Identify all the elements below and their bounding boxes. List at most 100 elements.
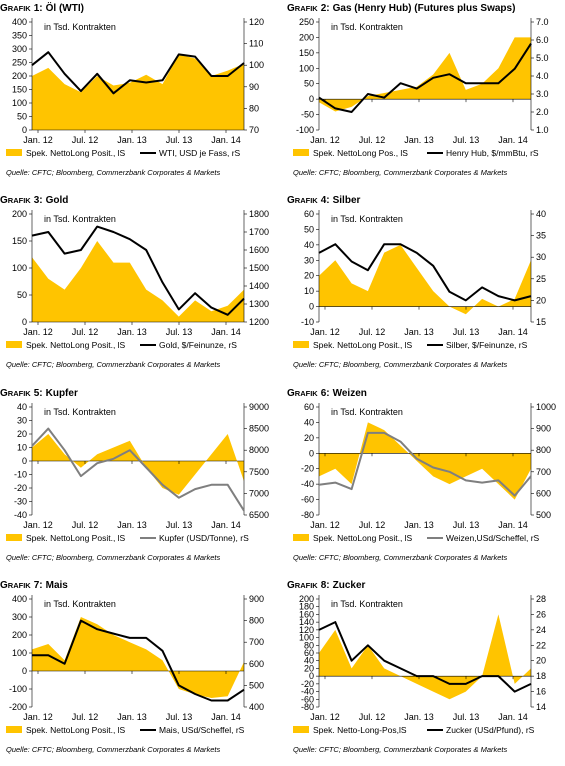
x-tick-label: Jul. 13 [453,135,480,145]
right-tick-label: 35 [536,231,546,241]
unit-label: in Tsd. Kontrakten [44,22,116,32]
right-tick-label: 24 [536,625,546,635]
right-tick-label: 5.0 [536,53,549,63]
right-tick-label: 7500 [249,467,269,477]
right-tick-label: 1.0 [536,125,549,135]
x-tick-label: Jan. 13 [404,712,434,722]
right-tick-label: 7000 [249,488,269,498]
x-tick-label: Jul. 12 [359,520,386,530]
x-tick-label: Jan. 13 [117,712,147,722]
chart-title: GRAFIK 6: Weizen [287,388,367,399]
left-tick-label: -60 [301,495,314,505]
area-series-netto-long [32,54,244,130]
x-tick-label: Jul. 12 [72,520,99,530]
area-series-netto-long [32,434,244,495]
chart-panel-5: GRAFIK 5: Kupfer -40 -30 -20 -10 0 10 20 30 40 6500 7… [0,388,269,562]
title-number: 1: [34,3,43,14]
source-note: Quelle: CFTC; Bloomberg, Commerzbank Cor… [6,360,220,369]
title-number: 4: [321,195,330,206]
left-tick-label: 20 [304,271,314,281]
right-tick-label: 400 [249,702,264,712]
legend-area-label: Spek. Netto-Long-Pos,lS [313,725,407,735]
left-tick-label: 200 [12,630,27,640]
chart-title: GRAFIK 1: Öl (WTI) [0,1,84,14]
right-tick-label: 22 [536,640,546,650]
left-tick-label: -100 [296,125,314,135]
x-tick-label: Jan. 13 [117,327,147,337]
title-prefix-small: RAFIK [8,196,31,205]
left-tick-label: 250 [12,58,27,68]
legend-area-swatch [6,149,22,156]
title-number: 6: [321,388,330,399]
left-tick-label: -30 [14,497,27,507]
x-tick-label: Jul. 12 [72,327,99,337]
x-tick-label: Jan. 13 [404,327,434,337]
title-number: 7: [34,580,43,591]
legend-area-label: Spek. NettoLong Posit., lS [26,725,126,735]
left-tick-label: 140 [299,617,314,627]
area-series-netto-long [319,244,531,315]
left-tick-label: 0 [22,666,27,676]
left-tick-label: 350 [12,31,27,41]
right-tick-label: 9000 [249,402,269,412]
left-tick-label: 60 [304,402,314,412]
title-prefix: G [287,3,295,14]
x-tick-label: Jul. 13 [166,520,193,530]
legend-line-label: Gold, $/Feinunze, rS [159,340,237,350]
left-tick-label: 150 [12,236,27,246]
left-tick-label: 10 [304,286,314,296]
line-series-price [32,619,245,702]
x-tick-label: Jan. 12 [23,135,53,145]
left-tick-label: -20 [301,464,314,474]
area-series-netto-long [319,422,531,500]
title-text: Weizen [333,388,367,399]
x-tick-label: Jul. 12 [72,135,99,145]
source-note: Quelle: CFTC; Bloomberg, Commerzbank Cor… [6,168,220,177]
title-prefix: G [287,388,295,399]
left-tick-label: 60 [304,209,314,219]
legend-area-swatch [293,341,309,348]
left-tick-label: -80 [301,702,314,712]
unit-label: in Tsd. Kontrakten [44,214,116,224]
right-tick-label: 110 [249,39,263,49]
title-text: Zucker [333,580,366,591]
right-tick-label: 70 [249,125,259,135]
legend-area-label: Spek. NettoLong Posit., lS [313,340,413,350]
right-tick-label: 6.0 [536,35,549,45]
left-tick-label: 50 [17,112,27,122]
chart-panel-2: GRAFIK 2: Gas (Henry Hub) (Futures plus Sw… [287,3,549,177]
left-tick-label: -20 [301,679,314,689]
right-tick-label: 30 [536,252,546,262]
x-tick-label: Jan. 12 [310,135,340,145]
right-tick-label: 4.0 [536,71,549,81]
left-tick-label: -60 [301,694,314,704]
x-tick-label: Jul. 12 [359,712,386,722]
x-tick-label: Jul. 13 [453,712,480,722]
title-text: Gold [46,195,69,206]
area-series-netto-long [32,617,244,698]
left-tick-label: 150 [12,85,27,95]
left-tick-label: 20 [17,429,27,439]
line-series-price [31,51,245,95]
x-tick-label: Jan. 14 [498,520,528,530]
left-tick-label: 200 [12,71,27,81]
x-tick-label: Jul. 13 [453,327,480,337]
chart-title: GRAFIK 8: Zucker [287,580,366,591]
left-tick-label: -50 [301,110,314,120]
source-note: Quelle: CFTC; Bloomberg, Commerzbank Cor… [293,360,507,369]
x-tick-label: Jan. 13 [404,135,434,145]
x-tick-label: Jan. 14 [211,327,241,337]
title-prefix-small: RAFIK [295,196,318,205]
x-tick-label: Jan. 14 [498,327,528,337]
x-tick-label: Jan. 13 [117,135,147,145]
x-tick-label: Jan. 12 [23,520,53,530]
chart-title: GRAFIK 3: Gold [0,195,68,206]
x-tick-label: Jul. 13 [166,135,193,145]
right-tick-label: 8500 [249,424,269,434]
title-text: Kupfer [46,388,78,399]
left-tick-label: -10 [14,470,27,480]
right-tick-label: 1000 [536,402,556,412]
x-tick-label: Jan. 14 [498,135,528,145]
left-tick-label: 0 [309,302,314,312]
